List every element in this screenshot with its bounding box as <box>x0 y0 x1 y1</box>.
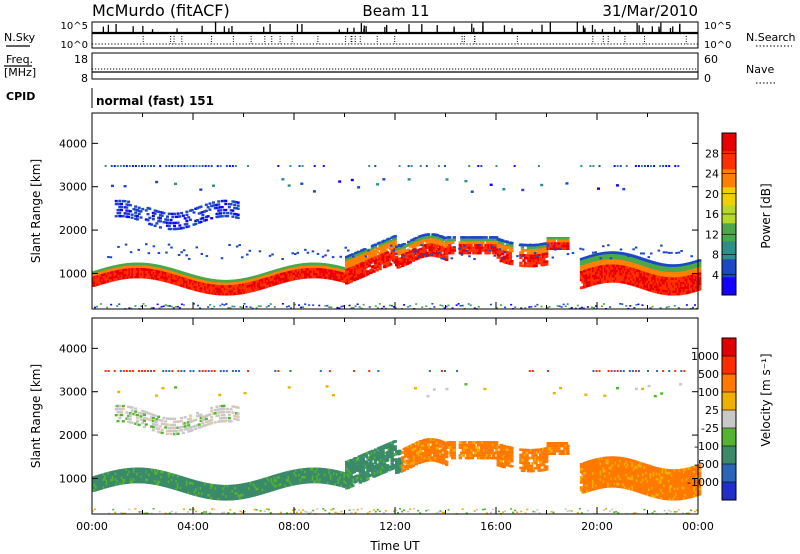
colorbar-tick-label: -1000 <box>687 476 719 489</box>
nave-tick-top: 60 <box>704 53 718 66</box>
colorbar-swatch <box>722 428 736 447</box>
colorbar-swatch <box>722 338 736 357</box>
station-title: McMurdo (fitACF) <box>92 1 230 20</box>
power-yaxis: 1000 2000 3000 4000 <box>59 137 698 280</box>
colorbar-swatch <box>722 356 736 375</box>
colorbar-tick-label: 500 <box>698 368 719 381</box>
cpid-label: CPID <box>6 90 35 103</box>
colorbar-tick-label: -25 <box>701 422 719 435</box>
nsky-panel: N.Sky 10^5 10^0 10^5 10^0 N.Search <box>4 21 796 51</box>
colorbar-swatch <box>722 374 736 393</box>
colorbar-tick-label: 24 <box>705 168 719 181</box>
colorbar-swatch <box>722 446 736 465</box>
colorbar-tick-label: 12 <box>705 228 719 241</box>
freq-panel: Freq. [MHz] 18 8 60 0 Nave <box>4 52 776 85</box>
colorbar-swatch <box>722 151 736 170</box>
xtick-label: 00:00 <box>682 520 714 533</box>
nsky-tick-bottom: 10^0 <box>61 40 88 51</box>
colorbar-swatch <box>722 464 736 483</box>
velocity-colorbar: 1000 500 100 25 -25 -100 -500 -1000 Velocity [m… <box>687 337 773 501</box>
colorbar-tick-label: 1000 <box>691 350 719 363</box>
power-ylabel: Slant Range [km] <box>29 159 43 263</box>
xtick-label: 12:00 <box>379 520 411 533</box>
xtick-label: 08:00 <box>278 520 310 533</box>
nsky-tick-top: 10^5 <box>61 21 88 32</box>
nsky-trace <box>92 22 698 45</box>
ytick-label: 1000 <box>59 267 87 280</box>
colorbar-swatch <box>722 259 736 278</box>
ytick-label: 2000 <box>59 224 87 237</box>
colorbar-swatch <box>722 169 736 188</box>
nsky-label: N.Sky <box>4 31 36 44</box>
colorbar-tick-label: 20 <box>705 188 719 201</box>
power-colorbar-label: Power [dB] <box>759 183 773 248</box>
freq-label: Freq. <box>6 53 33 66</box>
nsearch-label: N.Search <box>746 31 796 44</box>
velocity-yaxis: 1000 2000 3000 4000 <box>59 342 698 485</box>
xtick-label: 00:00 <box>76 520 108 533</box>
power-xticks <box>91 113 699 309</box>
xtick-label: 20:00 <box>581 520 613 533</box>
nave-tick-bottom: 0 <box>704 72 711 85</box>
ytick-label: 3000 <box>59 181 87 194</box>
colorbar-swatch <box>722 410 736 429</box>
velocity-colorbar-label: Velocity [m s⁻¹] <box>759 353 773 446</box>
xtick-label: 04:00 <box>177 520 209 533</box>
colorbar-swatch <box>722 133 736 152</box>
power-panel: 1000 2000 3000 4000 Slant Range [km] <box>29 112 702 310</box>
ytick-label: 1000 <box>59 472 87 485</box>
colorbar-tick-label: 28 <box>705 147 719 160</box>
power-data <box>92 165 702 310</box>
nsearch-tick-bottom: 10^0 <box>704 40 731 51</box>
colorbar-tick-label: 25 <box>705 404 719 417</box>
ytick-label: 2000 <box>59 429 87 442</box>
ytick-label: 4000 <box>59 137 87 150</box>
ytick-label: 3000 <box>59 386 87 399</box>
freq-tick-top: 18 <box>74 53 88 66</box>
colorbar-swatch <box>722 277 736 296</box>
colorbar-tick-label: 4 <box>712 269 719 282</box>
colorbar-tick-label: 100 <box>698 386 719 399</box>
ytick-label: 4000 <box>59 342 87 355</box>
colorbar-tick-label: -500 <box>694 458 719 471</box>
velocity-data <box>92 370 702 515</box>
date-title: 31/Mar/2010 <box>602 2 698 20</box>
nave-label: Nave <box>746 63 774 76</box>
velocity-xaxis: 00:00 04:00 08:00 12:00 16:00 20:00 00:00 <box>76 318 714 533</box>
colorbar-swatch <box>722 223 736 242</box>
velocity-ylabel: Slant Range [km] <box>29 364 43 468</box>
colorbar-tick-label: 16 <box>705 208 719 221</box>
velocity-xlabel: Time UT <box>369 539 420 553</box>
freq-unit-label: [MHz] <box>4 66 36 79</box>
colorbar-tick-label: 8 <box>712 249 719 262</box>
power-colorbar: 4 8 12 16 20 24 28 Power [dB] <box>705 132 773 296</box>
cpid-mode: normal (fast) 151 <box>96 94 214 108</box>
colorbar-swatch <box>722 392 736 411</box>
beam-title: Beam 11 <box>362 2 429 20</box>
colorbar-tick-label: -100 <box>694 440 719 453</box>
colorbar-swatch <box>722 482 736 501</box>
colorbar-swatch <box>722 187 736 206</box>
freq-tick-bottom: 8 <box>81 72 88 85</box>
xtick-label: 16:00 <box>480 520 512 533</box>
colorbar-swatch <box>722 241 736 260</box>
nsearch-tick-top: 10^5 <box>704 21 731 32</box>
